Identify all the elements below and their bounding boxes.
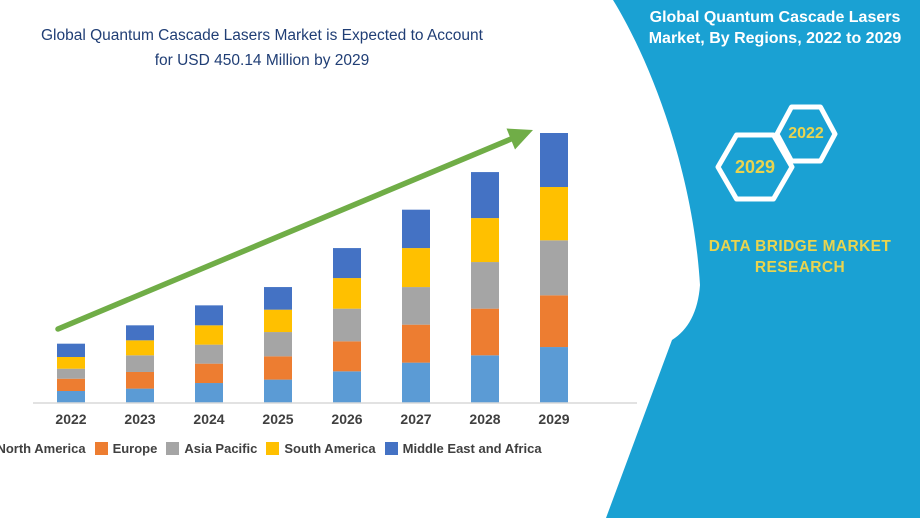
bar-segment bbox=[57, 368, 85, 379]
bar-segment bbox=[126, 325, 154, 341]
legend-item: South America bbox=[266, 441, 376, 456]
bar-segment bbox=[126, 340, 154, 356]
bar-segment bbox=[402, 248, 430, 288]
bar-segment bbox=[264, 379, 292, 403]
hexagon-2022-label: 2022 bbox=[788, 125, 824, 142]
x-axis-label: 2023 bbox=[124, 411, 155, 427]
bar-segment bbox=[126, 371, 154, 389]
bar-segment bbox=[540, 240, 568, 296]
bar-segment bbox=[471, 355, 499, 403]
bar-segment bbox=[333, 341, 361, 372]
bar-segment bbox=[471, 172, 499, 219]
hexagon-2022 bbox=[774, 104, 838, 164]
legend-label: Europe bbox=[112, 441, 158, 456]
x-axis-label: 2028 bbox=[469, 411, 500, 427]
bar-segment bbox=[540, 133, 568, 188]
bar-segment bbox=[264, 287, 292, 310]
legend-item: Asia Pacific bbox=[166, 441, 257, 456]
legend-label: South America bbox=[284, 441, 376, 456]
brand-name: DATA BRIDGE MARKET RESEARCH bbox=[708, 238, 892, 276]
bar-segment bbox=[402, 362, 430, 403]
x-axis-label: 2025 bbox=[262, 411, 293, 427]
bar-segment bbox=[333, 371, 361, 403]
bar-segment bbox=[540, 347, 568, 403]
bar-segment bbox=[195, 344, 223, 364]
stacked-bar-chart: 2022 2023 2024 2025 2026 2027 2028 2029 bbox=[33, 128, 637, 427]
legend-item: North America bbox=[0, 441, 86, 456]
bar-segment bbox=[195, 363, 223, 384]
hexagon-2029-label: 2029 bbox=[734, 157, 776, 177]
sidebar-title: Global Quantum Cascade Lasers Market, By… bbox=[648, 9, 902, 47]
x-axis-labels: 2022 2023 2024 2025 2026 2027 2028 2029 bbox=[55, 411, 569, 427]
bar-segment bbox=[471, 308, 499, 356]
bar-segment bbox=[333, 308, 361, 342]
hexagon-2029 bbox=[715, 132, 795, 202]
bar-segment bbox=[126, 355, 154, 372]
chart-title: Global Quantum Cascade Lasers Market is … bbox=[41, 27, 483, 69]
bar-segment bbox=[471, 218, 499, 263]
bar-segment bbox=[126, 388, 154, 403]
x-axis-label: 2024 bbox=[193, 411, 224, 427]
bar-segment bbox=[333, 248, 361, 279]
legend-label: Middle East and Africa bbox=[402, 441, 542, 456]
bar-segment bbox=[57, 356, 85, 369]
x-axis-label: 2029 bbox=[538, 411, 569, 427]
bar-segment bbox=[264, 356, 292, 380]
trend-arrow bbox=[55, 128, 533, 332]
legend-label: North America bbox=[0, 441, 86, 456]
x-axis-label: 2027 bbox=[400, 411, 431, 427]
legend-item: Middle East and Africa bbox=[384, 441, 542, 456]
bar-segment bbox=[264, 332, 292, 357]
legend-label: Asia Pacific bbox=[184, 441, 258, 456]
bar-segment bbox=[57, 378, 85, 392]
bar-segment bbox=[57, 343, 85, 357]
bar-segment bbox=[264, 309, 292, 333]
bars-layer bbox=[57, 133, 568, 403]
bar-segment bbox=[402, 324, 430, 363]
bar-segment bbox=[540, 295, 568, 348]
legend-item: Europe bbox=[94, 441, 158, 456]
bar-segment bbox=[540, 187, 568, 241]
bar-segment bbox=[402, 287, 430, 325]
bar-segment bbox=[57, 391, 85, 403]
bar-segment bbox=[402, 209, 430, 249]
bar-segment bbox=[195, 325, 223, 345]
x-axis-label: 2022 bbox=[55, 411, 86, 427]
bar-segment bbox=[333, 278, 361, 309]
bar-segment bbox=[471, 262, 499, 309]
sidebar-background-shape bbox=[606, 0, 920, 518]
legend-swatch bbox=[384, 442, 398, 455]
bar-segment bbox=[195, 305, 223, 326]
x-axis-label: 2026 bbox=[331, 411, 362, 427]
bar-segment bbox=[195, 383, 223, 403]
legend-swatch bbox=[94, 442, 108, 455]
chart-legend: North America Europe Asia Pacific South Ame… bbox=[0, 441, 542, 456]
legend-swatch bbox=[266, 442, 280, 455]
legend-swatch bbox=[166, 442, 180, 455]
